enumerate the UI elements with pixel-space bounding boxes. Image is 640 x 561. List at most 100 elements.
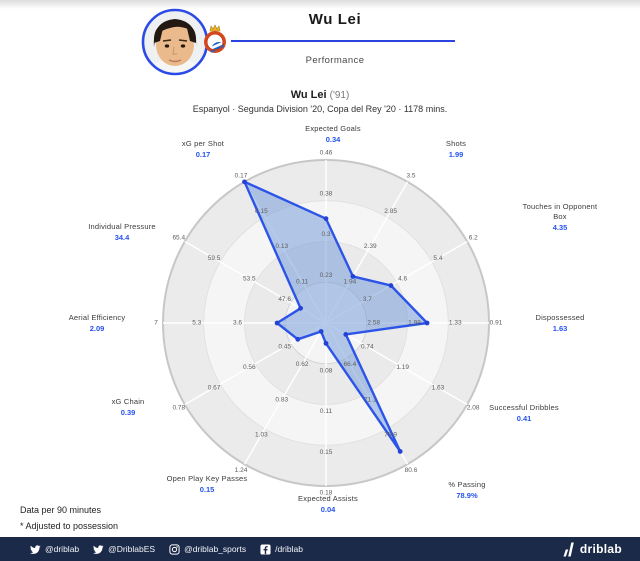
data-point [274,320,280,326]
axis-label: Successful Dribbles [489,403,559,412]
page-subtitle: Performance [305,55,365,66]
axis-label: Individual Pressure [88,222,156,231]
tick-label: 1.33 [449,320,462,327]
tick-label: 59.5 [208,255,221,262]
data-point [350,274,356,279]
tick-label: 0.15 [320,449,333,456]
tick-label: 3.5 [406,172,415,179]
tick-label: 0.3 [321,231,330,238]
instagram-handle[interactable]: @driblab_sports [169,543,247,555]
data-point [242,179,247,185]
tick-label: 4.6 [398,275,407,282]
radar-spoke [325,322,468,406]
facebook-icon [260,543,271,555]
tick-label: 0.08 [320,367,333,374]
chart-title: Wu Lei ('91) [70,89,570,101]
tick-label: 0.11 [296,278,309,285]
data-point [318,329,324,334]
twitter-icon [30,544,41,554]
tick-label: 2.85 [384,208,397,215]
tick-label: 0.67 [208,384,221,391]
tick-label: 75.9 [384,432,397,439]
tick-label: 0.78 [172,405,185,412]
axis-value: 0.04 [321,505,336,514]
footnote-per90: Data per 90 minutes [20,505,102,515]
tick-label: 0.46 [320,150,333,157]
axis-value: 4.35 [553,223,568,232]
axis-value: 34.4 [115,233,130,242]
footnote-possession: * Adjusted to possession [20,521,119,531]
chart-title-name: Wu Lei [290,89,327,101]
axis-label: % Passing [448,480,485,489]
axis-value: 0.39 [121,408,136,417]
tick-label: 53.5 [243,275,256,282]
chart-title-note: ('91) [329,90,350,101]
tick-label: 0.17 [235,172,248,179]
axis-label: Expected Goals [305,124,361,133]
tick-label: 66.4 [344,361,357,368]
axis-label: Expected Assists [298,494,358,503]
footer-bar: @driblab @DriblabES @driblab_sports /dri… [0,537,640,561]
driblab-logo-icon [563,542,574,556]
radar-ticks: 0.46 0.38 0.3 0.23 3.5 2.85 2.39 1.94 6.2 5.4 4.6 3… [154,150,503,497]
tick-label: 0.11 [320,408,333,415]
tick-label: 1.24 [235,467,248,474]
tick-label: 0.74 [361,344,374,351]
axis-value: 2.09 [90,324,105,333]
data-point [388,283,394,288]
handle-label: @DriblabES [108,544,156,554]
tick-label: 5.3 [192,320,201,327]
tick-label: 0.38 [320,190,333,197]
page-title: Wu Lei [308,11,362,28]
axis-value: 0.15 [200,485,215,494]
axis-value: 1.63 [553,324,568,333]
tick-label: 0.13 [275,243,288,250]
tick-label: 2.39 [364,243,377,250]
axis-label: Aerial Efficiency [69,313,126,322]
player-face [143,10,207,74]
tick-label: 3.7 [363,296,372,303]
tick-label: 0.45 [278,344,291,351]
tick-label: 2.58 [367,320,380,327]
tick-label: 1.94 [344,278,357,285]
tick-label: 0.62 [296,361,309,368]
tick-label: 7 [154,320,158,327]
data-point [323,216,329,222]
axis-label: Touches in Opponent [523,202,598,211]
data-point [295,336,301,342]
handle-label: @driblab [45,544,80,554]
radar-points [242,179,430,454]
tick-label: 2.08 [467,405,480,412]
tick-label: 6.2 [469,235,478,242]
tick-label: 1.03 [255,432,268,439]
tick-label: 1.63 [432,384,445,391]
tick-label: 0.91 [490,320,503,327]
data-point [397,449,403,454]
facebook-handle[interactable]: /driblab [260,543,303,555]
twitter-handle-driblab[interactable]: @driblab [30,544,79,555]
twitter-handle-driblabes[interactable]: @DriblabES [93,544,155,555]
handle-label: /driblab [275,544,303,554]
axis-value: 0.34 [326,135,341,144]
footnotes: Data per 90 minutes * Adjusted to posses… [20,502,118,534]
tick-label: 0.83 [275,396,288,403]
handle-label: @driblab_sports [184,544,247,554]
instagram-icon [169,543,180,555]
tick-label: 0.18 [320,490,333,497]
tick-label: 0.56 [243,364,256,371]
chart-subtitle: Espanyol · Segunda Division '20, Copa de… [192,104,448,114]
tick-label: 0.23 [320,272,333,279]
data-point [323,340,329,346]
axis-label: xG per Shot [182,139,225,148]
twitter-icon [93,544,104,554]
axis-label: Shots [446,139,466,148]
tick-label: 3.6 [233,320,242,327]
tick-label: 80.6 [405,467,418,474]
tick-label: 71.1 [364,396,377,403]
radar-chart: 0.46 0.38 0.3 0.23 3.5 2.85 2.39 1.94 6.2 5.4 4.6 3… [69,124,598,514]
driblab-logo: driblab [562,542,622,557]
tick-label: 1.19 [396,364,409,371]
axis-label: xG Chain [112,397,145,406]
top-gradient [0,0,640,9]
